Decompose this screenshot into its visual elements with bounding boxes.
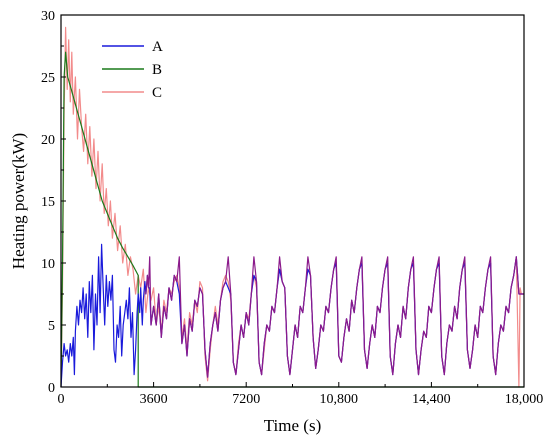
y-tick-label: 25 [41,71,55,86]
x-tick-label: 0 [58,392,65,407]
x-tick-label: 3600 [140,392,168,407]
x-tick-label: 18,000 [505,392,544,407]
legend: ABC [102,39,163,101]
y-tick-label: 15 [41,195,55,210]
y-tick-label: 0 [48,381,55,396]
series-line-b [60,51,524,388]
y-axis-title: Heating power(kW) [9,133,28,269]
legend-label-b: B [152,62,162,78]
y-tick-label: 20 [41,133,55,148]
x-tick-label: 7200 [232,392,260,407]
series-line-a [60,243,524,388]
legend-label-a: A [152,39,163,55]
x-tick-label: 10,800 [320,392,359,407]
y-tick-label: 5 [48,319,55,334]
y-tick-label: 10 [41,257,55,272]
legend-label-c: C [152,85,162,101]
plot-area [60,26,524,388]
y-axis-ticks: 0 5 10 15 20 25 30 [41,9,66,396]
x-tick-label: 14,400 [412,392,451,407]
series-line-combined [145,256,524,378]
x-axis-ticks: 0 3600 7200 10,800 14,400 18,000 [58,382,544,407]
y-tick-label: 30 [41,9,55,24]
x-axis-title: Time (s) [264,416,321,435]
